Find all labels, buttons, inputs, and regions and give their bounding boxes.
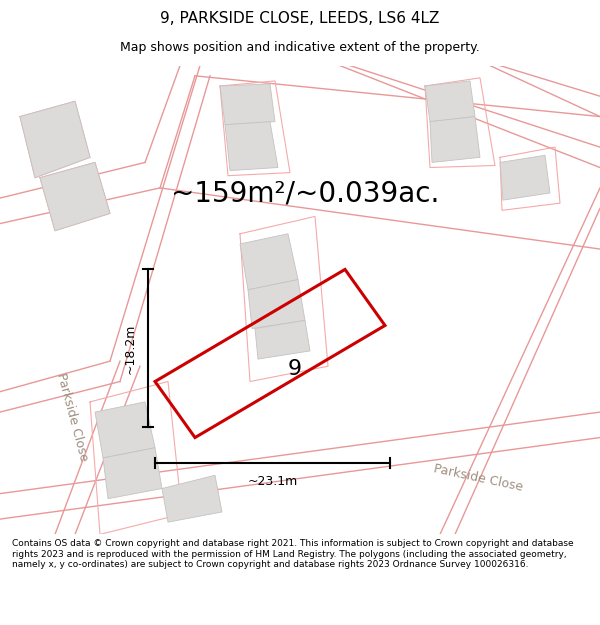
Polygon shape bbox=[255, 321, 310, 359]
Text: ~18.2m: ~18.2m bbox=[124, 323, 137, 374]
Polygon shape bbox=[240, 234, 298, 290]
Text: 9: 9 bbox=[288, 359, 302, 379]
Text: ~159m²/~0.039ac.: ~159m²/~0.039ac. bbox=[171, 179, 439, 207]
Polygon shape bbox=[162, 475, 222, 522]
Polygon shape bbox=[248, 279, 305, 329]
Text: Map shows position and indicative extent of the property.: Map shows position and indicative extent… bbox=[120, 41, 480, 54]
Text: 9, PARKSIDE CLOSE, LEEDS, LS6 4LZ: 9, PARKSIDE CLOSE, LEEDS, LS6 4LZ bbox=[160, 11, 440, 26]
Polygon shape bbox=[20, 101, 90, 178]
Text: Parkside Close: Parkside Close bbox=[54, 371, 90, 463]
Polygon shape bbox=[500, 155, 550, 200]
Polygon shape bbox=[95, 402, 155, 458]
Polygon shape bbox=[220, 84, 275, 125]
Text: Contains OS data © Crown copyright and database right 2021. This information is : Contains OS data © Crown copyright and d… bbox=[12, 539, 574, 569]
Polygon shape bbox=[225, 122, 278, 171]
Polygon shape bbox=[103, 448, 162, 499]
Polygon shape bbox=[425, 81, 475, 122]
Polygon shape bbox=[430, 117, 480, 162]
Text: Parkside Close: Parkside Close bbox=[432, 462, 524, 494]
Text: ~23.1m: ~23.1m bbox=[247, 475, 298, 488]
Polygon shape bbox=[40, 162, 110, 231]
